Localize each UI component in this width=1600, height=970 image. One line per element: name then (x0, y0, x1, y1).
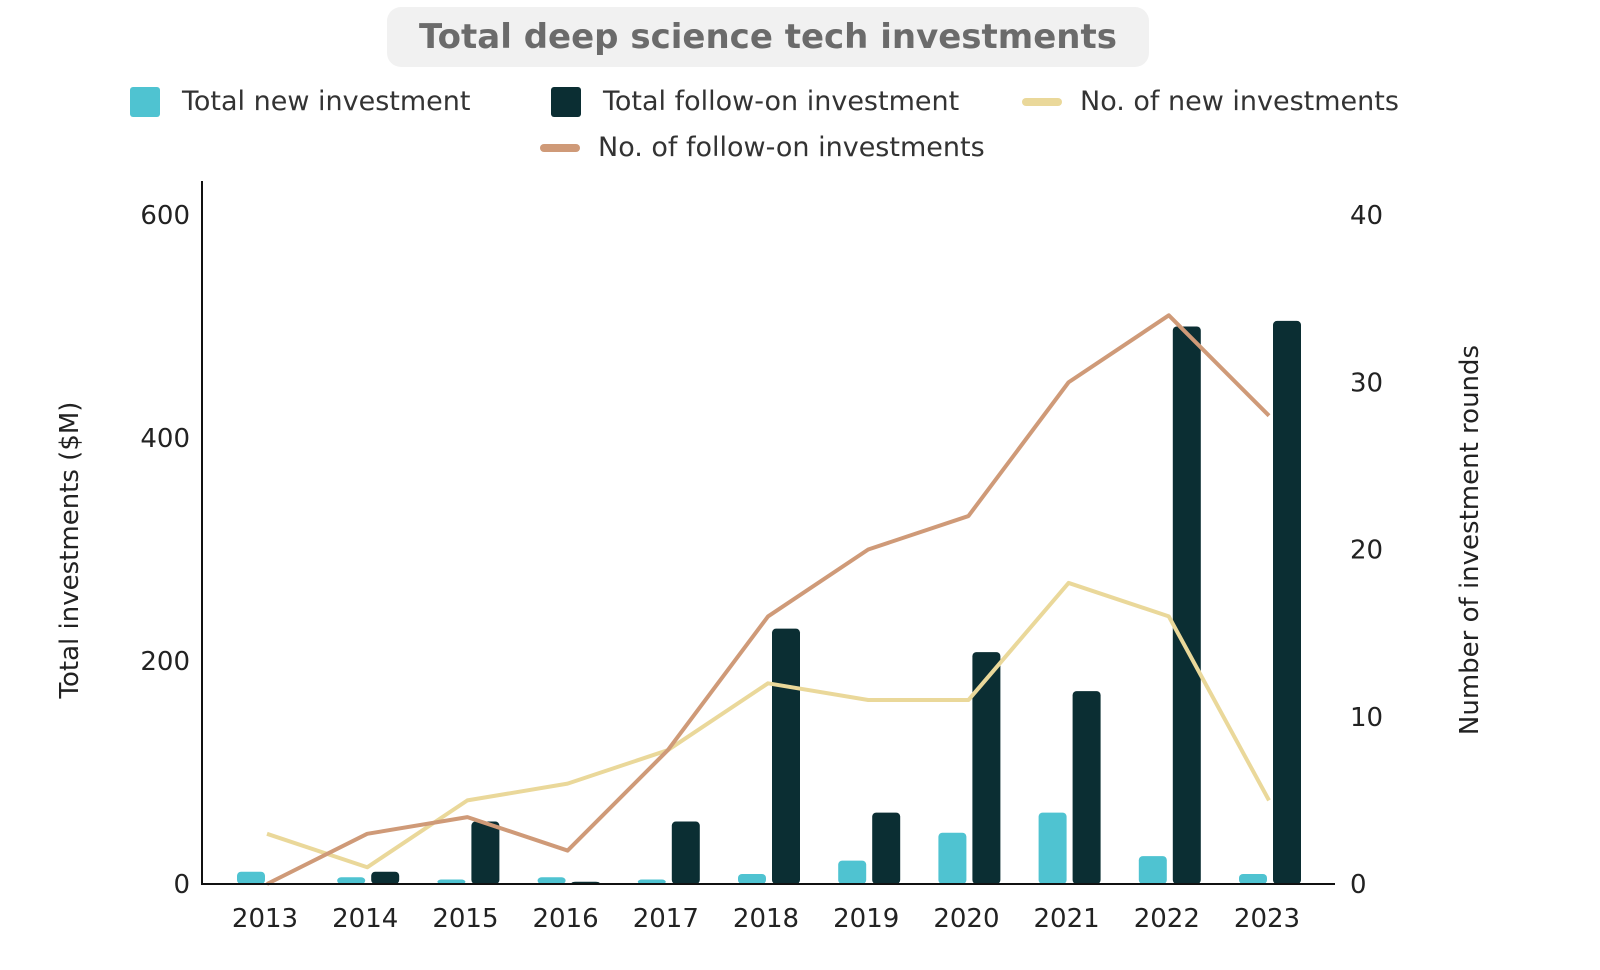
bar-new-2021 (1038, 812, 1067, 884)
bar-follow-on-2023 (1273, 320, 1301, 884)
chart-title: Total deep science tech investments (387, 7, 1149, 67)
y2-tick-label: 40 (1350, 201, 1383, 231)
legend-label: No. of new investments (1080, 86, 1399, 117)
x-tick-label: 2013 (232, 904, 298, 934)
legend-swatch (130, 86, 160, 117)
bar-new-2017 (637, 879, 666, 884)
bar-follow-on-2019 (872, 812, 901, 884)
bar-new-2013 (237, 871, 265, 884)
bar-new-2019 (838, 860, 867, 884)
y-tick-label: 0 (173, 870, 190, 900)
y-tick-label: 200 (140, 647, 190, 677)
bar-follow-on-2021 (1072, 691, 1101, 884)
x-tick-label: 2021 (1034, 904, 1100, 934)
y-tick-label: 400 (140, 424, 190, 454)
bar-follow-on-2020 (972, 652, 1001, 884)
legend-swatch (551, 86, 581, 117)
bar-new-2018 (738, 873, 766, 884)
legend-item-follow-on-investment: Total follow-on investment (551, 86, 959, 117)
bar-new-2014 (337, 877, 366, 884)
bar-follow-on-2014 (371, 871, 400, 884)
bar-new-2015 (437, 879, 466, 884)
legend-swatch (540, 143, 580, 152)
legend-label: No. of follow-on investments (598, 132, 985, 163)
bar-new-2023 (1239, 873, 1267, 884)
bar-new-2020 (938, 832, 967, 884)
legend-item-new-investment: Total new investment (130, 86, 471, 117)
legend-swatch (1022, 97, 1062, 106)
x-tick-label: 2018 (733, 904, 799, 934)
bar-follow-on-2022 (1172, 326, 1201, 884)
x-tick-label: 2020 (933, 904, 999, 934)
legend-item-follow-on-count: No. of follow-on investments (540, 132, 985, 163)
x-tick-label: 2016 (533, 904, 599, 934)
x-tick-label: 2017 (633, 904, 699, 934)
y-axis-title: Total investments ($M) (55, 402, 85, 700)
y2-tick-label: 20 (1350, 536, 1383, 566)
bar-new-2016 (537, 877, 566, 884)
x-tick-label: 2019 (833, 904, 899, 934)
bar-follow-on-2017 (671, 821, 700, 884)
y2-tick-label: 10 (1350, 703, 1383, 733)
bar-new-2022 (1138, 856, 1167, 884)
y2-tick-label: 0 (1350, 870, 1367, 900)
x-tick-label: 2015 (432, 904, 498, 934)
legend-item-new-count: No. of new investments (1022, 86, 1399, 117)
legend-label: Total new investment (182, 86, 471, 117)
y2-axis-title: Number of investment rounds (1455, 345, 1485, 735)
y-tick-label: 600 (140, 201, 190, 231)
line-follow-on-count (266, 313, 1271, 886)
x-tick-label: 2014 (332, 904, 398, 934)
x-tick-label: 2023 (1234, 904, 1300, 934)
legend-label: Total follow-on investment (603, 86, 960, 117)
bar-follow-on-2015 (471, 821, 500, 884)
y2-tick-label: 30 (1350, 368, 1383, 398)
bar-follow-on-2018 (772, 628, 800, 884)
x-tick-label: 2022 (1134, 904, 1200, 934)
